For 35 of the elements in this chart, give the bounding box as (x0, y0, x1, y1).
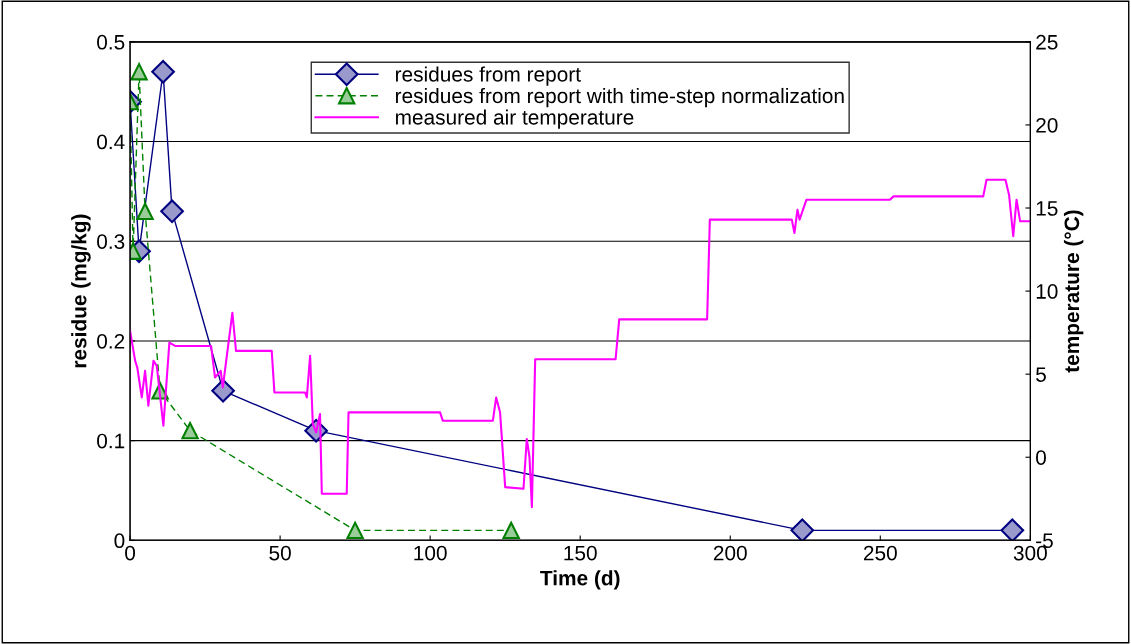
point (181, 421, 199, 440)
legend-label: measured air temperature (395, 109, 634, 129)
point (790, 518, 815, 541)
x-tick-label: 0 (125, 545, 136, 561)
x-axis-title: Time (d) (540, 570, 620, 590)
point (1000, 518, 1025, 541)
legend-label: residues from report with time-step normalization (395, 87, 844, 108)
y2-tick-label: 15 (1036, 201, 1058, 216)
y2-tick-label: 0 (1036, 450, 1046, 465)
y-tick-label: 0 (114, 533, 125, 549)
x-tick-label: 150 (564, 545, 597, 561)
y2-tick-label: 10 (1036, 284, 1058, 299)
y2-tick-label: 5 (1036, 367, 1046, 382)
y-axis-title: residue (mg/kg) (71, 214, 91, 368)
y-tick-label: 0.3 (97, 234, 125, 249)
y-tick-label: 0.2 (97, 333, 125, 349)
x-tick-label: 250 (863, 545, 897, 561)
y2-axis-title: temperature (°C) (1063, 210, 1084, 373)
y-tick-label: 0.1 (97, 433, 125, 449)
x-tick-label: 100 (414, 545, 447, 561)
point (136, 202, 154, 221)
point (160, 199, 184, 224)
y-tick-label: 0.4 (97, 134, 125, 150)
line-series (130, 178, 1031, 509)
y2-tick-label: 20 (1036, 117, 1058, 133)
legend-label: residues from report (395, 66, 581, 86)
point (151, 59, 175, 84)
point (502, 521, 520, 540)
point (346, 521, 364, 540)
y2-tick-label: 25 (1036, 34, 1058, 50)
x-tick-label: 50 (269, 545, 291, 561)
y-tick-label: 0.5 (97, 34, 125, 50)
point (211, 378, 235, 403)
point (130, 63, 148, 81)
x-tick-label: 200 (713, 545, 747, 561)
